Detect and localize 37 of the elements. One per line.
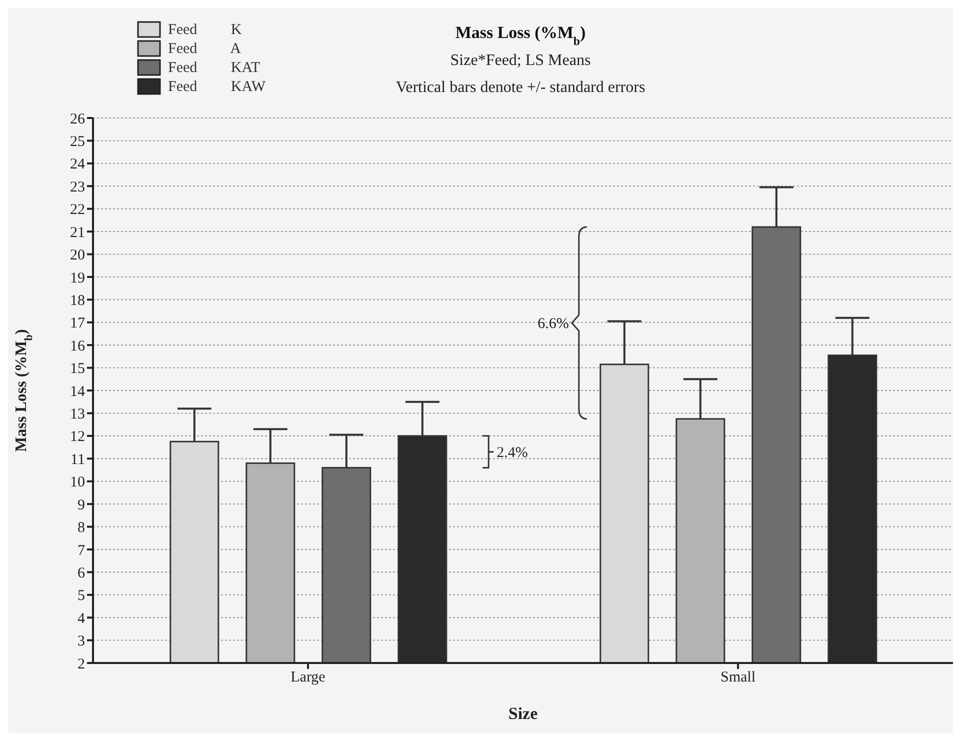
- annotation: 6.6%: [538, 316, 569, 332]
- y-tick-label: 7: [78, 542, 86, 559]
- y-tick-label: 3: [78, 634, 85, 650]
- chart-title: Mass Loss (%M$_{b}$): [455, 23, 586, 48]
- y-tick-label: 21: [70, 224, 85, 241]
- chart-subtitle: Size*Feed; LS Means: [450, 52, 591, 69]
- y-tick-label: 6: [78, 565, 86, 582]
- legend-label: Feed K: [168, 22, 242, 38]
- y-tick-label: 20: [70, 248, 85, 264]
- y-tick-label: 17: [70, 316, 86, 332]
- legend-label: Feed A: [168, 41, 242, 57]
- y-tick-label: 23: [70, 179, 85, 196]
- y-tick-label: 11: [70, 452, 85, 468]
- y-tick-label: 9: [78, 497, 85, 514]
- x-tick-label: Small: [720, 670, 756, 686]
- y-tick-label: 25: [70, 134, 85, 150]
- y-tick-label: 19: [70, 270, 85, 286]
- y-tick-label: 18: [70, 292, 85, 309]
- legend-label: Feed KAT: [168, 60, 260, 76]
- text: Vertical bars denote +/- standard errors: [396, 79, 646, 96]
- y-tick-label: 2: [78, 656, 85, 672]
- x-axis-title: Size: [508, 704, 538, 723]
- y-tick-label: 15: [70, 361, 85, 378]
- y-tick-label: 5: [78, 588, 85, 604]
- x-tick-label: Large: [290, 670, 326, 686]
- y-tick-label: 8: [78, 520, 85, 536]
- annotation: 2.4%: [496, 444, 528, 461]
- y-tick-label: 13: [70, 406, 85, 423]
- y-tick-label: 16: [70, 338, 86, 354]
- y-tick-label: 4: [78, 610, 86, 627]
- legend-label: Feed KAW: [168, 79, 266, 95]
- y-tick-label: 10: [70, 474, 85, 491]
- y-tick-label: 12: [70, 429, 85, 446]
- y-tick-label: 24: [70, 156, 86, 173]
- y-tick-label: 26: [70, 111, 86, 128]
- y-tick-label: 14: [70, 384, 86, 400]
- y-tick-label: 22: [70, 202, 85, 218]
